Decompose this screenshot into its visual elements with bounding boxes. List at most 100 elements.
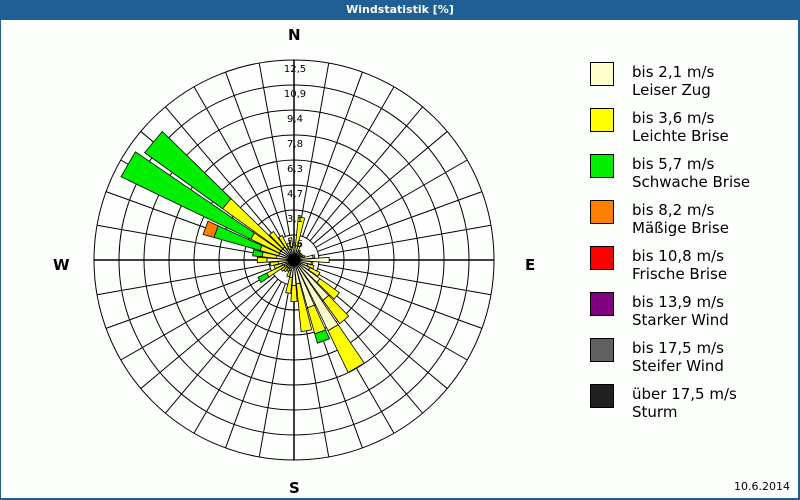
calm-center <box>288 254 300 266</box>
rose-bar-segment <box>322 294 350 325</box>
grid-spoke <box>258 62 291 236</box>
legend-item-sturm: über 17,5 m/s Sturm <box>590 382 790 428</box>
grid-spoke <box>165 278 279 414</box>
grid-spoke <box>193 86 282 239</box>
rose-bar-segment <box>312 254 316 259</box>
rose-bar-segment <box>286 242 292 251</box>
rose-bar-segment <box>256 256 268 264</box>
legend-item-steifer-wind: bis 17,5 m/s Steifer Wind <box>590 336 790 382</box>
grid-spoke <box>120 272 273 361</box>
legend-range: über 17,5 m/s <box>632 385 737 403</box>
rose-bar-segment <box>293 256 330 264</box>
grid-spoke <box>140 275 276 389</box>
legend-name: Leichte Brise <box>632 127 729 145</box>
rose-bar-segment <box>252 249 264 258</box>
rose-bar-segment <box>120 151 255 240</box>
rose-bar-segment <box>308 267 321 277</box>
radial-tick-label: 4,7 <box>287 189 303 200</box>
wind-rose-chart: 1,6 3,1 4,7 6,3 7,8 9,4 10,9 12,5 <box>93 59 495 461</box>
legend-swatch <box>590 200 614 224</box>
rose-bar-segment <box>287 237 294 249</box>
rose-bar-segment <box>286 269 292 278</box>
legend-swatch <box>590 62 614 86</box>
rose-bar-segment <box>310 261 314 266</box>
radial-tick-label: 1,6 <box>287 239 303 250</box>
grid-spoke <box>309 106 423 242</box>
legend-item-frische-brise: bis 10,8 m/s Frische Brise <box>590 244 790 290</box>
grid-spoke <box>225 71 286 237</box>
grid-spoke <box>96 263 270 296</box>
legend-item-starker-wind: bis 13,9 m/s Starker Wind <box>590 290 790 336</box>
rose-bar-segment <box>257 272 270 284</box>
grid-spoke <box>96 224 270 257</box>
grid-spoke <box>302 71 363 237</box>
legend-range: bis 5,7 m/s <box>632 155 715 173</box>
compass-south-label: S <box>289 479 300 497</box>
rose-bar-segment <box>285 276 293 294</box>
radial-tick-label: 7,8 <box>287 139 303 150</box>
legend-range: bis 3,6 m/s <box>632 109 715 127</box>
grid-spoke <box>165 106 279 242</box>
legend-name: Mäßige Brise <box>632 219 729 237</box>
radial-tick-label: 3,1 <box>287 214 303 225</box>
legend-range: bis 2,1 m/s <box>632 63 715 81</box>
rose-bar-segment <box>268 230 286 250</box>
rose-bar-segment <box>278 234 289 250</box>
rose-bar-segment <box>143 130 232 210</box>
rose-bar-segment <box>273 262 283 270</box>
legend: bis 2,1 m/s Leiser Zug bis 3,6 m/s Leichte… <box>590 60 790 428</box>
grid-spoke <box>193 281 282 434</box>
legend-item-leichte-brise: bis 3,6 m/s Leichte Brise <box>590 106 790 152</box>
grid-spoke <box>312 131 448 245</box>
legend-item-leiser-zug: bis 2,1 m/s Leiser Zug <box>590 60 790 106</box>
legend-name: Schwache Brise <box>632 173 751 191</box>
compass-east-label: E <box>525 256 536 274</box>
grid-spoke <box>297 62 330 236</box>
rose-bar-segment <box>297 249 301 253</box>
legend-name: Leiser Zug <box>632 81 711 99</box>
legend-item-maessige-brise: bis 8,2 m/s Mäßige Brise <box>590 198 790 244</box>
legend-name: Starker Wind <box>632 311 729 329</box>
radial-tick-label: 9,4 <box>287 114 303 125</box>
rose-bar-segment <box>269 261 279 267</box>
legend-name: Steifer Wind <box>632 357 724 375</box>
grid-spoke <box>225 283 286 449</box>
compass-north-label: N <box>288 26 301 44</box>
grid-spoke <box>315 272 468 361</box>
rose-bar-segment <box>295 282 313 333</box>
legend-swatch <box>590 108 614 132</box>
legend-range: bis 10,8 m/s <box>632 247 724 265</box>
legend-range: bis 17,5 m/s <box>632 339 724 357</box>
rose-bar-segment <box>327 324 365 374</box>
legend-swatch <box>590 246 614 270</box>
legend-name: Frische Brise <box>632 265 728 283</box>
legend-range: bis 13,9 m/s <box>632 293 724 311</box>
grid-spoke <box>258 284 291 458</box>
radial-tick-label: 10,9 <box>284 89 306 100</box>
rose-bar-segment <box>316 278 341 300</box>
radial-tick-label: 12,5 <box>284 64 306 75</box>
legend-item-schwache-brise: bis 5,7 m/s Schwache Brise <box>590 152 790 198</box>
rose-bar-segment <box>314 329 331 344</box>
radial-tick-label: 6,3 <box>287 164 303 175</box>
grid-spoke <box>315 159 468 248</box>
grid-spoke <box>318 263 492 296</box>
compass-west-label: W <box>53 256 70 274</box>
grid-spoke <box>306 86 395 239</box>
window-title: Windstatistik [%] <box>0 0 800 20</box>
footer-date: 10.6.2014 <box>734 480 790 493</box>
grid-spoke <box>318 224 492 257</box>
legend-swatch <box>590 384 614 408</box>
rose-bar-segment <box>297 242 302 248</box>
grid-spoke <box>317 191 483 252</box>
rose-bar-segment <box>306 263 315 270</box>
legend-swatch <box>590 154 614 178</box>
legend-name: Sturm <box>632 403 678 421</box>
rose-bar-segment <box>202 220 219 238</box>
legend-swatch <box>590 292 614 316</box>
grid-spoke <box>317 268 483 329</box>
legend-range: bis 8,2 m/s <box>632 201 715 219</box>
legend-swatch <box>590 338 614 362</box>
chart-panel: 1,6 3,1 4,7 6,3 7,8 9,4 10,9 12,5 N E S W bis 2… <box>1 20 798 498</box>
rose-bar-segment <box>294 216 306 247</box>
